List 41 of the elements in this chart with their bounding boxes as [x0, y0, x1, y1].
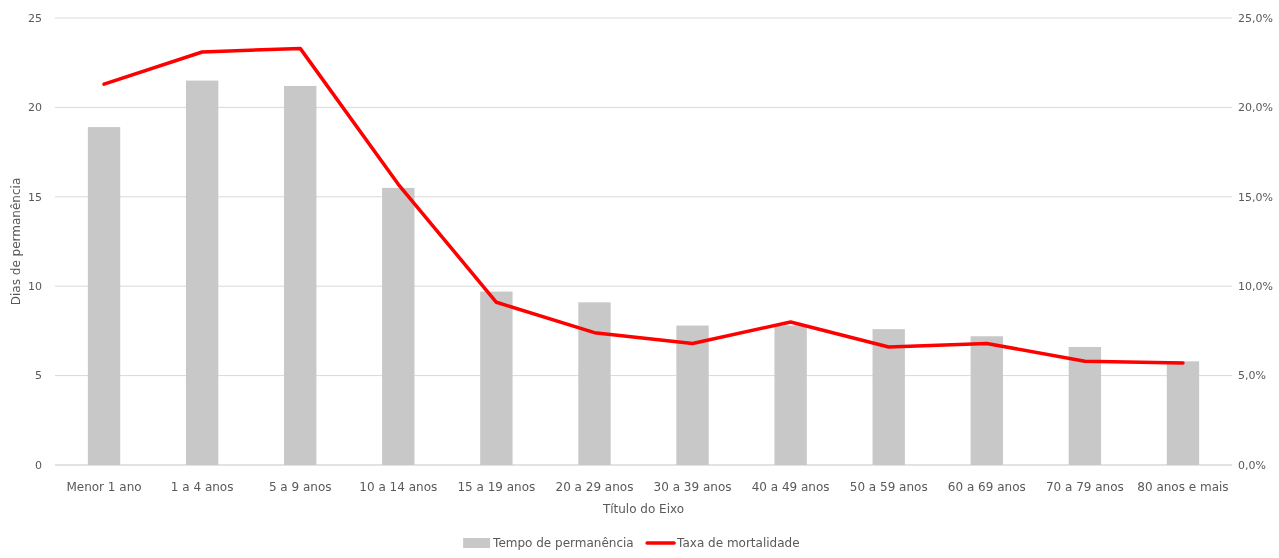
x-tick-label: 10 a 14 anos: [359, 480, 438, 494]
legend-label: Taxa de mortalidade: [676, 536, 800, 551]
bar: [185, 80, 219, 465]
y2-tick-label: 10,0%: [1238, 280, 1273, 294]
y2-tick-label: 0,0%: [1238, 458, 1266, 472]
y2-tick-label: 15,0%: [1238, 190, 1273, 204]
bar: [382, 187, 415, 465]
bar: [480, 291, 513, 465]
y2-tick-label: 5,0%: [1238, 369, 1266, 383]
x-tick-label: 30 a 39 anos: [653, 480, 732, 494]
x-tick-label: 70 a 79 anos: [1045, 480, 1124, 494]
bar: [774, 325, 807, 465]
x-tick-label: 80 anos e mais: [1137, 480, 1229, 494]
bar: [87, 127, 121, 465]
x-tick-label: 50 a 59 anos: [849, 480, 928, 494]
bar: [1068, 346, 1102, 465]
y-tick-label: 20: [28, 101, 42, 115]
x-tick-label: 60 a 69 anos: [947, 480, 1026, 494]
y-tick-label: 15: [28, 190, 42, 204]
legend-label: Tempo de permanência: [492, 536, 634, 551]
x-tick-label: 5 a 9 anos: [268, 480, 332, 494]
bar: [872, 329, 905, 465]
y-tick-label: 25: [28, 11, 42, 25]
y-tick-label: 5: [35, 369, 42, 383]
x-tick-label: 20 a 29 anos: [555, 480, 634, 494]
y-tick-label: 10: [28, 280, 42, 294]
bar: [970, 336, 1003, 465]
x-tick-label: Menor 1 ano: [66, 480, 142, 494]
x-axis-title: Título do Eixo: [601, 502, 685, 516]
x-tick-label: 40 a 49 anos: [751, 480, 830, 494]
bar: [1166, 361, 1200, 465]
bar: [578, 302, 611, 465]
x-tick-label: 1 a 4 anos: [170, 480, 234, 494]
y-tick-label: 0: [35, 458, 42, 472]
y-axis-title: Dias de permanência: [9, 177, 23, 306]
line-series: [102, 46, 1185, 365]
y2-tick-label: 25,0%: [1238, 11, 1273, 25]
bar: [284, 85, 317, 465]
bar: [676, 325, 709, 465]
y2-tick-label: 20,0%: [1238, 101, 1273, 115]
x-tick-label: 15 a 19 anos: [457, 480, 536, 494]
